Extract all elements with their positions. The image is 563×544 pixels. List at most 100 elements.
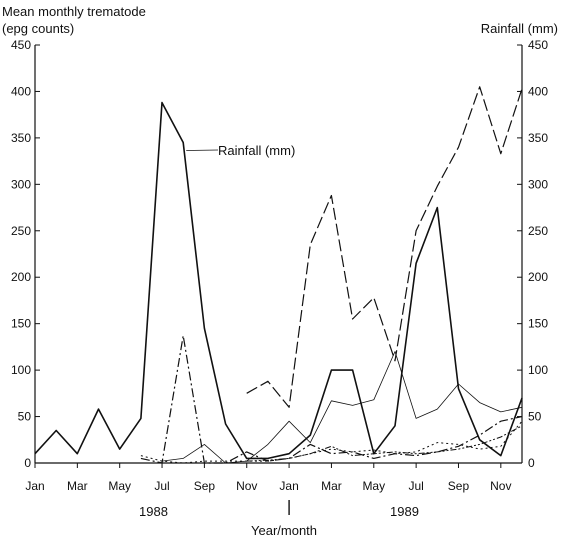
- data-point: [161, 460, 163, 462]
- x-tick-label: Jul: [408, 479, 423, 493]
- data-point: [478, 439, 480, 441]
- data-point: [203, 443, 205, 445]
- data-point: [309, 244, 311, 246]
- data-point: [76, 453, 78, 455]
- data-point: [288, 420, 290, 422]
- data-point: [140, 457, 142, 459]
- data-point: [478, 448, 480, 450]
- data-point: [373, 449, 375, 451]
- series-dash-dot-dot: [246, 425, 523, 462]
- data-point: [394, 451, 396, 453]
- data-point: [267, 459, 269, 461]
- axes: 0 0 50 50 100 100 150 150 200 200 250 250 300 300 350 3…: [11, 38, 548, 515]
- data-point: [521, 397, 523, 399]
- data-point: [351, 369, 353, 371]
- data-point: [457, 443, 459, 445]
- right-y-tick-label: 150: [528, 317, 548, 331]
- right-y-tick-label: 450: [528, 38, 548, 52]
- year-label-1988: 1988: [139, 504, 168, 519]
- data-point: [351, 404, 353, 406]
- right-y-tick-label: 400: [528, 84, 548, 98]
- left-axis-title-line2: (epg counts): [2, 21, 74, 36]
- data-point: [521, 415, 523, 417]
- series-group: [34, 86, 523, 464]
- data-point: [436, 441, 438, 443]
- data-point: [521, 425, 523, 427]
- data-point: [478, 443, 480, 445]
- data-point: [457, 448, 459, 450]
- data-point: [224, 460, 226, 462]
- data-point: [288, 457, 290, 459]
- data-point: [500, 454, 502, 456]
- data-point: [394, 350, 396, 352]
- data-point: [436, 185, 438, 187]
- x-axis-title: Year/month: [251, 523, 317, 538]
- data-point: [330, 194, 332, 196]
- data-point: [457, 383, 459, 385]
- year-label-1989: 1989: [390, 504, 419, 519]
- data-point: [436, 206, 438, 208]
- data-point: [415, 453, 417, 455]
- data-point: [182, 462, 184, 464]
- series-thin-solid: [161, 350, 523, 464]
- x-tick-label: Jan: [25, 479, 44, 493]
- data-point: [373, 399, 375, 401]
- data-point: [267, 443, 269, 445]
- right-y-tick-label: 50: [528, 410, 542, 424]
- data-point: [330, 369, 332, 371]
- left-y-tick-label: 200: [11, 270, 31, 284]
- data-point: [500, 411, 502, 413]
- data-point: [436, 408, 438, 410]
- x-tick-label: Sep: [448, 479, 470, 493]
- x-tick-label: May: [362, 479, 385, 493]
- data-point: [203, 460, 205, 462]
- x-tick-label: Jul: [154, 479, 169, 493]
- right-y-tick-label: 250: [528, 224, 548, 238]
- data-point: [246, 392, 248, 394]
- data-point: [394, 360, 396, 362]
- data-point: [140, 417, 142, 419]
- left-y-tick-label: 300: [11, 177, 31, 191]
- data-point: [478, 401, 480, 403]
- data-point: [330, 453, 332, 455]
- x-tick-label: Mar: [321, 479, 342, 493]
- data-point: [351, 318, 353, 320]
- data-point: [203, 327, 205, 329]
- x-tick-label: Nov: [490, 479, 511, 493]
- right-y-tick-label: 0: [528, 456, 535, 470]
- data-point: [140, 454, 142, 456]
- right-y-tick-label: 100: [528, 363, 548, 377]
- x-tick-label: May: [108, 479, 131, 493]
- x-tick-label: Jan: [279, 479, 298, 493]
- data-point: [415, 262, 417, 264]
- data-point: [161, 101, 163, 103]
- right-axis-title: Rainfall (mm): [481, 21, 558, 36]
- data-point: [373, 453, 375, 455]
- series-line-long-dash: [246, 86, 523, 408]
- rainfall-annotation: Rainfall (mm): [218, 143, 295, 158]
- data-point: [182, 457, 184, 459]
- data-point: [457, 146, 459, 148]
- data-point: [521, 420, 523, 422]
- data-point: [394, 425, 396, 427]
- left-y-tick-label: 50: [18, 410, 32, 424]
- data-point: [288, 406, 290, 408]
- series-dotted: [140, 420, 523, 464]
- data-point: [415, 230, 417, 232]
- data-point: [309, 441, 311, 443]
- data-point: [351, 454, 353, 456]
- data-point: [267, 380, 269, 382]
- data-point: [182, 141, 184, 143]
- data-point: [309, 453, 311, 455]
- data-point: [373, 457, 375, 459]
- data-point: [457, 387, 459, 389]
- left-y-tick-label: 400: [11, 84, 31, 98]
- data-point: [500, 436, 502, 438]
- data-point: [500, 152, 502, 154]
- series-line-dash-dot-dot: [246, 425, 523, 462]
- data-point: [478, 86, 480, 88]
- left-y-tick-label: 150: [11, 317, 31, 331]
- series-long-dash: [246, 86, 523, 408]
- data-point: [246, 451, 248, 453]
